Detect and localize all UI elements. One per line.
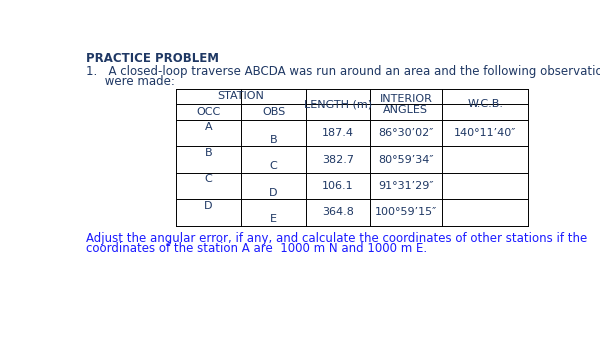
Text: 106.1: 106.1 [322,181,354,191]
Text: 100°59’15″: 100°59’15″ [375,207,437,217]
Text: coordinates of the station A are  1000 m N and 1000 m E.: coordinates of the station A are 1000 m … [86,242,427,255]
Text: 86°30’02″: 86°30’02″ [378,128,434,138]
Text: E: E [270,214,277,224]
Text: OBS: OBS [262,107,285,117]
Text: were made:: were made: [86,75,175,88]
Text: 187.4: 187.4 [322,128,354,138]
Text: B: B [205,148,212,158]
Text: D: D [269,188,278,198]
Text: Adjust the angular error, if any, and calculate the coordinates of other station: Adjust the angular error, if any, and ca… [86,232,587,245]
Text: INTERIOR
ANGLES: INTERIOR ANGLES [379,94,432,115]
Text: LENGTH (m): LENGTH (m) [304,99,372,109]
Text: A: A [205,122,212,132]
Text: D: D [204,201,212,211]
Text: W.C.B.: W.C.B. [467,99,503,109]
Text: 364.8: 364.8 [322,207,354,217]
Text: OCC: OCC [196,107,220,117]
Text: 1.   A closed-loop traverse ABCDA was run around an area and the following obser: 1. A closed-loop traverse ABCDA was run … [86,65,600,79]
Text: 80°59’34″: 80°59’34″ [378,155,434,165]
Text: C: C [205,174,212,184]
Text: PRACTICE PROBLEM: PRACTICE PROBLEM [86,52,219,65]
Text: B: B [270,135,277,145]
Text: STATION: STATION [218,91,265,101]
Text: 140°11’40″: 140°11’40″ [454,128,517,138]
Text: C: C [270,161,277,171]
Text: 382.7: 382.7 [322,155,354,165]
Text: 91°31’29″: 91°31’29″ [378,181,434,191]
